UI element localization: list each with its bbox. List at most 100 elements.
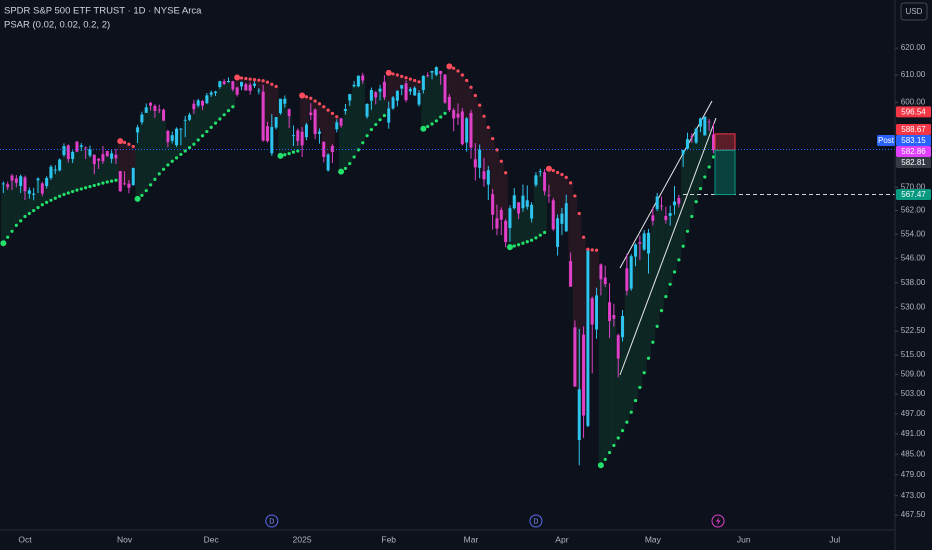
psar-fill <box>395 75 400 91</box>
psar-fill <box>265 82 270 142</box>
psar-fill <box>165 142 171 165</box>
psar-dot <box>244 76 248 81</box>
psar-fill <box>325 110 331 155</box>
psar-fill <box>92 164 97 186</box>
psar-fill <box>455 70 461 118</box>
candle-body <box>521 195 525 209</box>
psar-fill <box>680 149 686 247</box>
x-tick-label: Jun <box>737 534 751 544</box>
psar-dot <box>209 125 213 129</box>
candle-body <box>343 108 347 111</box>
candle-body <box>92 154 96 165</box>
psar-dot <box>92 183 96 188</box>
psar-dot <box>395 73 399 77</box>
candle-body <box>616 335 620 359</box>
candle-body <box>291 135 295 137</box>
psar-dot <box>690 214 694 219</box>
candle-body <box>97 158 101 161</box>
candle-body <box>465 118 469 143</box>
candle-body <box>473 159 477 168</box>
candle-body <box>685 139 689 149</box>
psar-fill <box>286 116 292 154</box>
earnings-icon <box>711 514 725 528</box>
currency-button[interactable] <box>900 2 928 21</box>
candle-body <box>413 87 417 96</box>
psar-dot <box>84 186 88 190</box>
psar-dot <box>265 80 270 84</box>
psar-fill <box>464 80 470 119</box>
session-tag-label: Post <box>878 136 895 145</box>
candle-body <box>127 183 131 188</box>
psar-fill <box>317 103 322 132</box>
psar-dot <box>525 240 529 244</box>
candle-body <box>564 203 568 232</box>
psar-dot <box>153 177 157 181</box>
psar-dot <box>274 84 278 89</box>
psar-fill <box>282 98 288 155</box>
psar-fill <box>57 159 63 197</box>
psar-dot <box>192 142 196 146</box>
psar-dot <box>616 436 620 440</box>
candle-body <box>114 154 118 159</box>
psar-dot <box>434 119 438 123</box>
psar-dot <box>335 115 339 119</box>
psar-fill <box>689 136 695 217</box>
psar-dot <box>512 244 516 248</box>
session-tag <box>877 135 895 147</box>
psar-fill <box>196 100 201 140</box>
psar-fill <box>148 105 153 185</box>
psar-dot <box>88 185 92 189</box>
psar-fill <box>590 249 595 325</box>
psar-fill <box>230 89 236 107</box>
candle-body <box>469 112 473 148</box>
candle-body <box>188 114 192 120</box>
candle-body <box>10 175 14 181</box>
psar-dot <box>105 180 109 184</box>
candle-body <box>166 130 170 143</box>
psar-dot <box>369 127 373 132</box>
psar-fill <box>629 256 634 413</box>
psar-dot <box>322 105 326 109</box>
psar-fill <box>299 95 305 146</box>
psar-dot <box>291 150 296 154</box>
psar-dot <box>257 78 261 82</box>
psar-fill <box>646 232 651 359</box>
candle-body <box>512 195 516 209</box>
psar-dot <box>71 189 75 194</box>
candle-body <box>590 298 594 325</box>
candle-body <box>110 153 114 159</box>
psar-dot <box>10 229 14 233</box>
psar-dot <box>75 188 79 192</box>
psar-dot <box>114 178 118 182</box>
candle-body <box>447 96 451 111</box>
candle-body <box>460 111 464 145</box>
psar-dot <box>564 175 568 179</box>
price-tag <box>896 146 931 158</box>
psar-fill <box>217 81 223 119</box>
psar-dot <box>677 258 681 262</box>
candle-body <box>582 334 586 416</box>
candle-body <box>434 67 438 75</box>
psar-dot <box>40 203 44 207</box>
psar-dot <box>140 193 144 197</box>
psar-fill <box>109 153 114 182</box>
psar-dot <box>590 248 594 252</box>
psar-fill <box>490 138 496 215</box>
candle-body <box>439 70 443 74</box>
psar-dot <box>473 93 477 98</box>
candle-body <box>456 113 460 118</box>
target-zone <box>714 149 736 196</box>
psar-fill <box>503 172 508 243</box>
psar-dot <box>573 194 577 198</box>
psar-dot <box>638 385 642 390</box>
psar-fill <box>40 193 45 205</box>
candle-body <box>19 176 23 187</box>
candle-body <box>660 205 664 207</box>
x-tick-label: Feb <box>381 534 396 544</box>
candle-body <box>183 119 187 121</box>
candle-body <box>586 250 590 426</box>
currency-label[interactable]: USD <box>906 7 923 16</box>
psar-dot <box>19 219 23 223</box>
candle-body <box>75 141 79 152</box>
candle-body <box>664 215 668 221</box>
